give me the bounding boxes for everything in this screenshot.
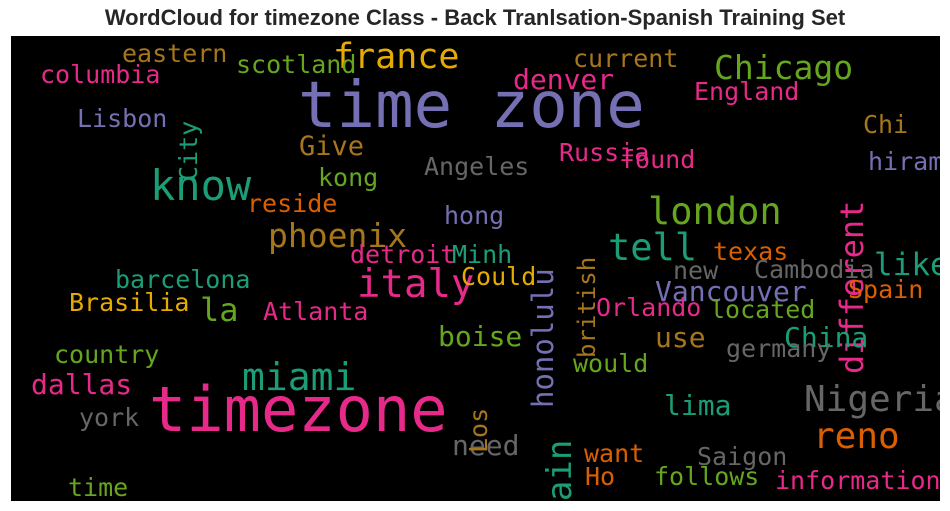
word-hiram: hiram: [868, 147, 940, 176]
word-need: need: [452, 429, 520, 462]
word-lima: lima: [664, 389, 732, 422]
word-vancouver: Vancouver: [655, 275, 807, 308]
word-saigon: Saigon: [697, 442, 788, 471]
word-would: would: [573, 349, 649, 378]
word-barcelona: barcelona: [115, 265, 251, 294]
word-kong: kong: [318, 163, 379, 192]
word-germany: germany: [726, 334, 832, 363]
word-could: Could: [461, 262, 537, 291]
word-brasilia: Brasilia: [69, 288, 190, 317]
word-lisbon: Lisbon: [77, 104, 168, 133]
word-follows: follows: [654, 462, 760, 491]
word-new: new: [673, 256, 719, 285]
word-russia: Russia: [559, 138, 650, 167]
word-current: current: [573, 44, 679, 73]
word-orlando: Orlando: [596, 293, 702, 322]
word-cambodia: Cambodia: [754, 255, 875, 284]
word-china: China: [784, 321, 869, 354]
word-minh: Minh: [452, 240, 513, 269]
word-use: use: [655, 321, 706, 354]
word-chi: Chi: [863, 110, 909, 139]
word-scotland: scotland: [236, 50, 357, 79]
word-phoenix: phoenix: [268, 216, 408, 255]
word-nigeria: Nigeria: [804, 379, 940, 420]
word-time: time: [68, 473, 129, 501]
word-italy: italy: [357, 262, 475, 307]
wordcloud-canvas: time zone timezone know italy miami london tel…: [11, 36, 940, 501]
word-london: london: [648, 190, 782, 233]
word-timezone: timezone: [149, 373, 448, 446]
word-reside: reside: [247, 189, 338, 218]
word-detroit: detroit: [350, 240, 456, 269]
word-france: france: [333, 37, 460, 77]
word-reno: reno: [813, 416, 900, 457]
word-know: know: [150, 161, 252, 210]
word-give: Give: [299, 131, 365, 162]
word-found: found: [620, 145, 696, 174]
word-eastern: eastern: [122, 39, 228, 68]
word-country: country: [54, 340, 160, 369]
word-information: information: [775, 466, 940, 495]
word-located: located: [710, 295, 816, 324]
word-boise: boise: [438, 320, 523, 353]
word-time-zone: time zone: [298, 69, 645, 143]
word-denver: denver: [513, 63, 615, 96]
word-la: la: [200, 291, 239, 329]
word-want: want: [584, 439, 645, 468]
word-spain: Spain: [848, 275, 924, 304]
word-angeles: Angeles: [424, 152, 530, 181]
word-los: Los: [464, 408, 493, 454]
word-ho: Ho: [585, 462, 616, 491]
word-like: like: [874, 247, 940, 283]
word-england: England: [694, 77, 800, 106]
word-miami: miami: [242, 355, 357, 399]
word-texas: texas: [713, 237, 789, 266]
word-hong: hong: [444, 201, 505, 230]
word-columbia: columbia: [40, 60, 161, 89]
word-dallas: dallas: [31, 368, 133, 401]
word-chicago: Chicago: [714, 48, 854, 87]
word-britain: britain: [540, 440, 580, 501]
word-city: City: [174, 121, 203, 182]
chart-title: WordCloud for timezone Class - Back Tran…: [104, 5, 846, 30]
word-atlanta: Atlanta: [263, 297, 369, 326]
word-york: york: [79, 403, 140, 432]
word-tell: tell: [608, 226, 698, 269]
